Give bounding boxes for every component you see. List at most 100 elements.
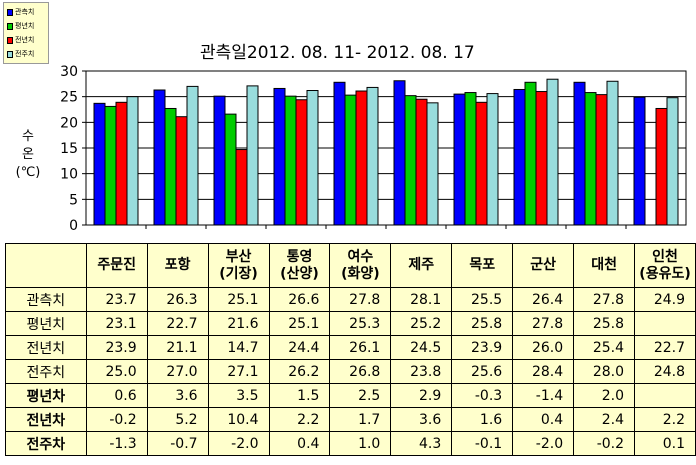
- table-cell: [634, 311, 696, 336]
- bar: [213, 95, 226, 226]
- table-cell: 2.2: [634, 407, 696, 432]
- table-cell: 0.6: [85, 383, 148, 408]
- table-cell: 1.5: [268, 383, 331, 408]
- bar: [415, 98, 428, 226]
- bar: [355, 90, 368, 226]
- table-cell: 22.7: [634, 335, 696, 360]
- row-label: 평년차: [5, 383, 87, 408]
- plot-border: [85, 70, 687, 226]
- table-cell: 28.0: [573, 359, 636, 384]
- column-header: 목포: [451, 243, 514, 288]
- column-header: 군산: [512, 243, 575, 288]
- bar: [333, 81, 346, 226]
- table-cell: 2.4: [573, 407, 636, 432]
- bar: [666, 97, 679, 226]
- table-cell: 27.0: [146, 359, 209, 384]
- legend-swatch: [7, 36, 13, 44]
- bar: [426, 102, 439, 226]
- column-header: 인천 (용유도): [634, 243, 696, 288]
- bar: [655, 107, 668, 226]
- table-cell: 25.2: [390, 311, 453, 336]
- bar: [284, 95, 297, 226]
- table-header-row: 주문진 포항 부산 (기장) 통영 (산양) 여수 (화양) 제주 목포 군산 대천 인천 (용유도): [5, 243, 696, 288]
- table-cell: 24.8: [634, 359, 696, 384]
- row-label: 전주치: [5, 359, 87, 384]
- bar: [524, 81, 537, 226]
- table-cell: 10.4: [207, 407, 270, 432]
- table-cell: 14.7: [207, 335, 270, 360]
- bar: [393, 80, 406, 226]
- table-row: 전주치 25.0 27.0 27.1 26.2 26.8 23.8 25.6 28.4 28.0 2…: [5, 359, 696, 384]
- table-cell: 26.4: [512, 287, 575, 312]
- table-cell: 1.6: [451, 407, 514, 432]
- table-row: 관측치 23.7 26.3 25.1 26.6 27.8 28.1 25.5 26.4 27.8 2…: [5, 287, 696, 312]
- bar: [573, 81, 586, 226]
- y-tick-label: 15: [60, 141, 78, 157]
- table-cell: -0.2: [573, 431, 636, 456]
- table-cell: 25.1: [207, 287, 270, 312]
- table-cell: 26.1: [329, 335, 392, 360]
- bar: [93, 102, 106, 226]
- bar: [104, 105, 117, 226]
- table-cell: 23.7: [85, 287, 148, 312]
- table-cell: -0.3: [451, 383, 514, 408]
- column-header-text: (화양): [341, 265, 380, 282]
- table-cell: 27.1: [207, 359, 270, 384]
- column-header: 여수 (화양): [329, 243, 392, 288]
- legend-item: 평년치: [7, 20, 34, 32]
- bar: [535, 91, 548, 226]
- y-tick-label: 20: [60, 115, 78, 131]
- table-cell: 23.8: [390, 359, 453, 384]
- table-cell: 3.6: [390, 407, 453, 432]
- y-tick-label: 30: [60, 64, 78, 80]
- table-corner-cell: [5, 243, 87, 288]
- bar-chart: 0 5 10 15 20 25 30: [60, 64, 687, 234]
- table-cell: 26.2: [268, 359, 331, 384]
- table-cell: -0.1: [451, 431, 514, 456]
- table-cell: 21.6: [207, 311, 270, 336]
- bar: [453, 93, 466, 226]
- bar: [464, 92, 477, 226]
- bar: [633, 96, 646, 226]
- table-row: 전주차 -1.3 -0.7 -2.0 0.4 1.0 4.3 -0.1 -2.0 -0.2 0.1: [5, 431, 696, 456]
- column-header-text: 여수: [347, 248, 374, 265]
- column-header-text: 군산: [530, 257, 557, 273]
- bar: [584, 92, 597, 226]
- column-header-text: (산양): [280, 265, 319, 282]
- y-axis-label-line: (℃): [15, 165, 41, 180]
- table-cell: 25.1: [268, 311, 331, 336]
- y-axis-label: 수 온 (℃): [6, 128, 50, 182]
- table-cell: 28.4: [512, 359, 575, 384]
- table-cell: 5.2: [146, 407, 209, 432]
- y-tick-label: 0: [69, 218, 78, 234]
- bar: [186, 85, 199, 226]
- table-cell: 26.0: [512, 335, 575, 360]
- y-tick-label: 25: [60, 90, 78, 106]
- legend-label: 관측치: [15, 8, 35, 16]
- table-row: 평년차 0.6 3.6 3.5 1.5 2.5 2.9 -0.3 -1.4 2.0: [5, 383, 696, 408]
- table-cell: -2.0: [512, 431, 575, 456]
- table-cell: 25.8: [451, 311, 514, 336]
- table-cell: 0.4: [268, 431, 331, 456]
- table-cell: 25.6: [451, 359, 514, 384]
- table-cell: 27.8: [573, 287, 636, 312]
- column-header-text: 인천: [652, 248, 678, 265]
- column-header-text: 포항: [164, 257, 191, 273]
- table-cell: 28.1: [390, 287, 453, 312]
- table-cell: 2.9: [390, 383, 453, 408]
- table-cell: -1.4: [512, 383, 575, 408]
- y-tick-label: 10: [60, 167, 78, 183]
- bar: [246, 85, 259, 226]
- column-header-text: 통영: [286, 248, 313, 265]
- table-cell: 27.8: [329, 287, 392, 312]
- table-cell: 27.8: [512, 311, 575, 336]
- legend-label: 전년치: [15, 36, 35, 44]
- column-header-text: (기장): [219, 265, 258, 282]
- column-header: 통영 (산양): [268, 243, 331, 288]
- legend-label: 전주치: [15, 50, 35, 58]
- row-label: 전주차: [5, 431, 87, 456]
- column-header: 제주: [390, 243, 453, 288]
- table-cell: 25.3: [329, 311, 392, 336]
- table-cell: [634, 383, 696, 408]
